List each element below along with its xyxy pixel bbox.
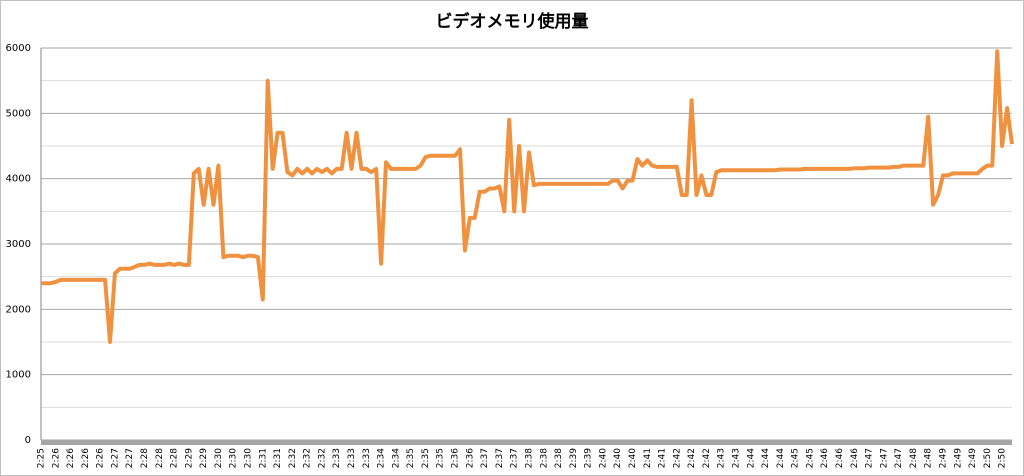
x-tick-label: 2:42 xyxy=(687,448,697,468)
x-tick-label: 2:27 xyxy=(110,448,120,468)
x-tick-label: 2:42 xyxy=(672,448,682,468)
y-tick-label: 2000 xyxy=(6,304,31,315)
x-tick-label: 2:44 xyxy=(746,448,756,468)
x-tick-label: 2:31 xyxy=(273,448,283,468)
x-tick-label: 2:36 xyxy=(465,448,475,468)
x-tick-label: 2:30 xyxy=(229,448,239,468)
data-line xyxy=(41,49,1014,344)
x-tick-label: 2:26 xyxy=(96,448,106,468)
y-tick-label: 3000 xyxy=(6,239,31,250)
x-tick-label: 2:28 xyxy=(155,448,165,468)
x-tick-label: 2:32 xyxy=(303,448,313,468)
x-tick-label: 2:50 xyxy=(983,448,993,468)
x-tick-label: 2:30 xyxy=(214,448,224,468)
x-tick-label: 2:37 xyxy=(480,448,490,468)
x-tick-label: 2:46 xyxy=(835,448,845,468)
x-tick-label: 2:38 xyxy=(524,448,534,468)
x-tick-label: 2:31 xyxy=(258,448,268,468)
x-tick-label: 2:37 xyxy=(495,448,505,468)
x-tick-label: 2:47 xyxy=(865,448,875,468)
x-tick-label: 2:35 xyxy=(406,448,416,468)
x-tick-label: 2:45 xyxy=(791,448,801,468)
x-tick-label: 2:45 xyxy=(805,448,815,468)
x-tick-label: 2:40 xyxy=(613,448,623,468)
x-tick-label: 2:34 xyxy=(391,448,401,468)
x-tick-label: 2:44 xyxy=(761,448,771,468)
x-tick-label: 2:33 xyxy=(362,448,372,468)
x-tick-label: 2:29 xyxy=(184,448,194,468)
x-tick-label: 2:34 xyxy=(377,448,387,468)
x-tick-label: 2:27 xyxy=(125,448,135,468)
x-tick-label: 2:48 xyxy=(909,448,919,468)
x-tick-label: 2:32 xyxy=(317,448,327,468)
x-tick-label: 2:42 xyxy=(702,448,712,468)
x-tick-label: 2:28 xyxy=(170,448,180,468)
x-tick-label: 2:38 xyxy=(554,448,564,468)
x-tick-label: 2:29 xyxy=(199,448,209,468)
x-tick-label: 2:47 xyxy=(894,448,904,468)
y-tick-label: 5000 xyxy=(6,108,31,119)
x-tick-label: 2:46 xyxy=(850,448,860,468)
x-tick-label: 2:30 xyxy=(244,448,254,468)
x-tick-label: 2:43 xyxy=(717,448,727,468)
x-tick-label: 2:26 xyxy=(66,448,76,468)
x-tick-label: 2:25 xyxy=(37,448,47,468)
x-tick-label: 2:44 xyxy=(776,448,786,468)
x-tick-label: 2:39 xyxy=(584,448,594,468)
x-tick-label: 2:49 xyxy=(953,448,963,468)
x-tick-label: 2:47 xyxy=(879,448,889,468)
x-tick-label: 2:35 xyxy=(436,448,446,468)
x-tick-label: 2:41 xyxy=(643,448,653,468)
chart-title: ビデオメモリ使用量 xyxy=(436,11,589,32)
y-tick-label: 0 xyxy=(25,435,31,446)
x-tick-label: 2:43 xyxy=(731,448,741,468)
x-tick-label: 2:36 xyxy=(451,448,461,468)
x-tick-label: 2:48 xyxy=(924,448,934,468)
x-tick-label: 2:46 xyxy=(820,448,830,468)
x-tick-label: 2:41 xyxy=(658,448,668,468)
x-tick-label: 2:33 xyxy=(347,448,357,468)
x-tick-label: 2:26 xyxy=(81,448,91,468)
x-tick-label: 2:38 xyxy=(539,448,549,468)
x-tick-label: 2:49 xyxy=(938,448,948,468)
x-tick-label: 2:49 xyxy=(968,448,978,468)
x-tick-label: 2:26 xyxy=(51,448,61,468)
x-tick-label: 2:35 xyxy=(421,448,431,468)
x-axis-band xyxy=(41,440,1012,445)
y-tick-label: 6000 xyxy=(6,43,31,54)
x-tick-label: 2:50 xyxy=(998,448,1008,468)
x-tick-label: 2:39 xyxy=(569,448,579,468)
x-tick-label: 2:40 xyxy=(628,448,638,468)
x-tick-label: 2:37 xyxy=(510,448,520,468)
y-tick-label: 1000 xyxy=(6,370,31,381)
x-tick-label: 2:33 xyxy=(332,448,342,468)
x-tick-label: 2:28 xyxy=(140,448,150,468)
x-tick-label: 2:32 xyxy=(288,448,298,468)
x-tick-label: 2:40 xyxy=(598,448,608,468)
y-tick-label: 4000 xyxy=(6,174,31,185)
